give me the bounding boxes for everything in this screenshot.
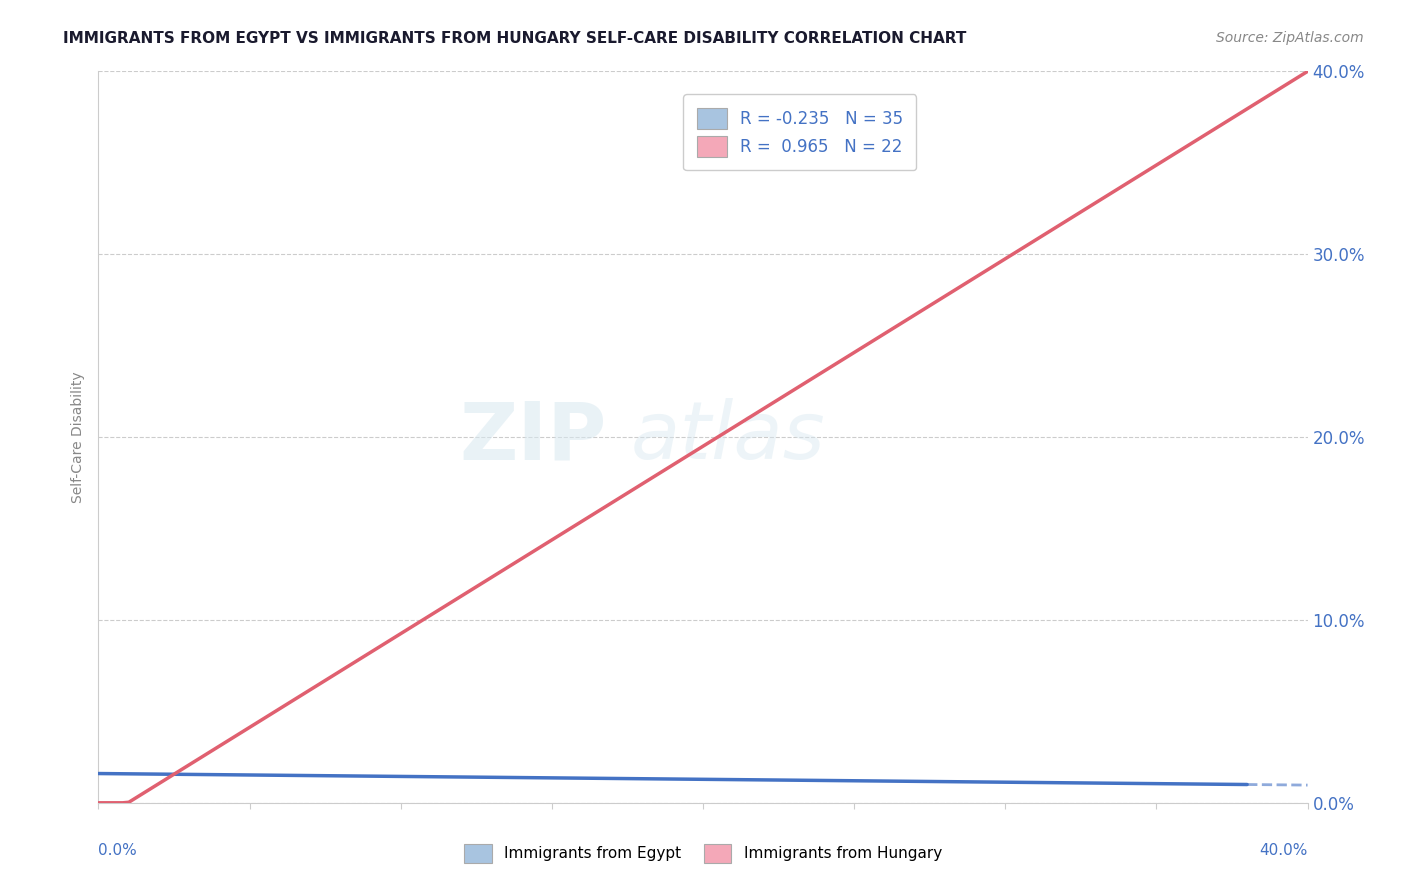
Point [148, 773, 170, 788]
Point [129, 790, 152, 805]
Point [96, 787, 118, 801]
Point [184, 778, 207, 792]
Point [1236, 790, 1258, 805]
Point [135, 768, 157, 782]
Point [114, 773, 136, 788]
Point [150, 768, 173, 782]
Point [844, 781, 866, 796]
Point [105, 790, 128, 805]
Point [111, 781, 134, 796]
Point [555, 778, 578, 792]
Point [118, 686, 141, 700]
Point [105, 763, 128, 777]
Point [93, 790, 115, 805]
Legend: R = -0.235   N = 35, R =  0.965   N = 22: R = -0.235 N = 35, R = 0.965 N = 22 [683, 95, 917, 170]
Point [166, 773, 188, 788]
Point [124, 787, 146, 801]
Point [118, 763, 141, 777]
Point [692, 773, 714, 788]
Point [389, 301, 412, 317]
Point [148, 790, 170, 805]
Y-axis label: Self-Care Disability: Self-Care Disability [72, 371, 86, 503]
Point [132, 773, 155, 788]
Point [163, 787, 186, 801]
Point [108, 787, 131, 801]
Text: 0.0%: 0.0% [98, 843, 138, 858]
Point [118, 781, 141, 796]
Point [103, 632, 125, 646]
Point [93, 781, 115, 796]
Point [172, 768, 194, 782]
Point [103, 790, 125, 805]
Point [124, 778, 146, 792]
Point [127, 759, 149, 773]
Point [93, 778, 115, 792]
Point [142, 763, 165, 777]
Legend: Immigrants from Egypt, Immigrants from Hungary: Immigrants from Egypt, Immigrants from H… [451, 831, 955, 875]
Point [108, 759, 131, 773]
Point [108, 778, 131, 792]
Point [129, 781, 152, 796]
Point [118, 790, 141, 805]
Point [100, 773, 122, 788]
Point [111, 768, 134, 782]
Point [100, 787, 122, 801]
Point [1085, 787, 1108, 801]
Point [153, 778, 176, 792]
Point [121, 768, 143, 782]
Point [103, 787, 125, 801]
Point [160, 781, 183, 796]
Point [269, 649, 291, 664]
Point [96, 781, 118, 796]
Point [153, 787, 176, 801]
Point [145, 781, 167, 796]
Point [103, 768, 125, 782]
Point [111, 790, 134, 805]
Point [142, 790, 165, 805]
Text: atlas: atlas [630, 398, 825, 476]
Text: ZIP: ZIP [458, 398, 606, 476]
Text: 40.0%: 40.0% [1260, 843, 1308, 858]
Point [135, 790, 157, 805]
Text: IMMIGRANTS FROM EGYPT VS IMMIGRANTS FROM HUNGARY SELF-CARE DISABILITY CORRELATIO: IMMIGRANTS FROM EGYPT VS IMMIGRANTS FROM… [63, 31, 967, 46]
Point [132, 521, 155, 535]
Text: Source: ZipAtlas.com: Source: ZipAtlas.com [1216, 31, 1364, 45]
Point [139, 778, 162, 792]
Point [111, 576, 134, 591]
Point [179, 781, 201, 796]
